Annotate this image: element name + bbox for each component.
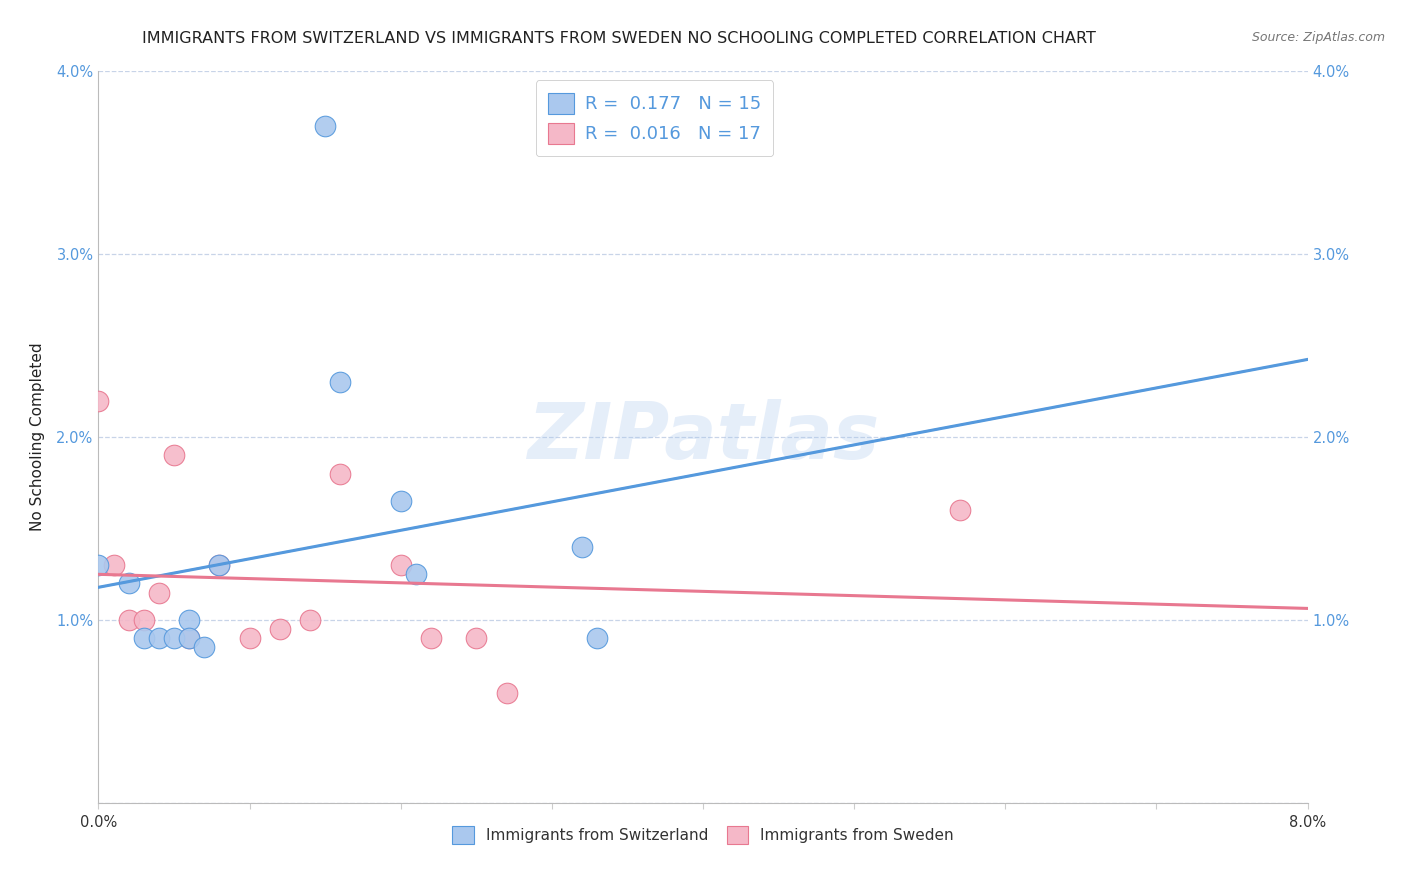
Point	[949, 503, 972, 517]
Point	[163, 632, 186, 646]
Point	[465, 632, 488, 646]
Text: IMMIGRANTS FROM SWITZERLAND VS IMMIGRANTS FROM SWEDEN NO SCHOOLING COMPLETED COR: IMMIGRANTS FROM SWITZERLAND VS IMMIGRANT…	[142, 31, 1095, 46]
Point	[389, 494, 412, 508]
Point	[405, 567, 427, 582]
Point	[179, 632, 201, 646]
Point	[132, 632, 155, 646]
Point	[87, 393, 110, 408]
Point	[269, 622, 291, 636]
Point	[193, 640, 215, 655]
Point	[571, 540, 593, 554]
Point	[148, 632, 170, 646]
Point	[239, 632, 262, 646]
Point	[132, 613, 155, 627]
Legend: Immigrants from Switzerland, Immigrants from Sweden: Immigrants from Switzerland, Immigrants …	[446, 820, 960, 850]
Point	[420, 632, 443, 646]
Text: ZIPatlas: ZIPatlas	[527, 399, 879, 475]
Point	[208, 558, 231, 573]
Point	[586, 632, 609, 646]
Point	[148, 585, 170, 599]
Point	[314, 120, 336, 134]
Point	[87, 558, 110, 573]
Text: Source: ZipAtlas.com: Source: ZipAtlas.com	[1251, 31, 1385, 45]
Point	[163, 449, 186, 463]
Point	[389, 558, 412, 573]
Point	[208, 558, 231, 573]
Point	[329, 376, 352, 390]
Point	[495, 686, 517, 700]
Point	[329, 467, 352, 481]
Point	[118, 576, 141, 591]
Y-axis label: No Schooling Completed: No Schooling Completed	[30, 343, 45, 532]
Point	[103, 558, 125, 573]
Point	[179, 632, 201, 646]
Point	[179, 613, 201, 627]
Point	[299, 613, 322, 627]
Point	[118, 613, 141, 627]
